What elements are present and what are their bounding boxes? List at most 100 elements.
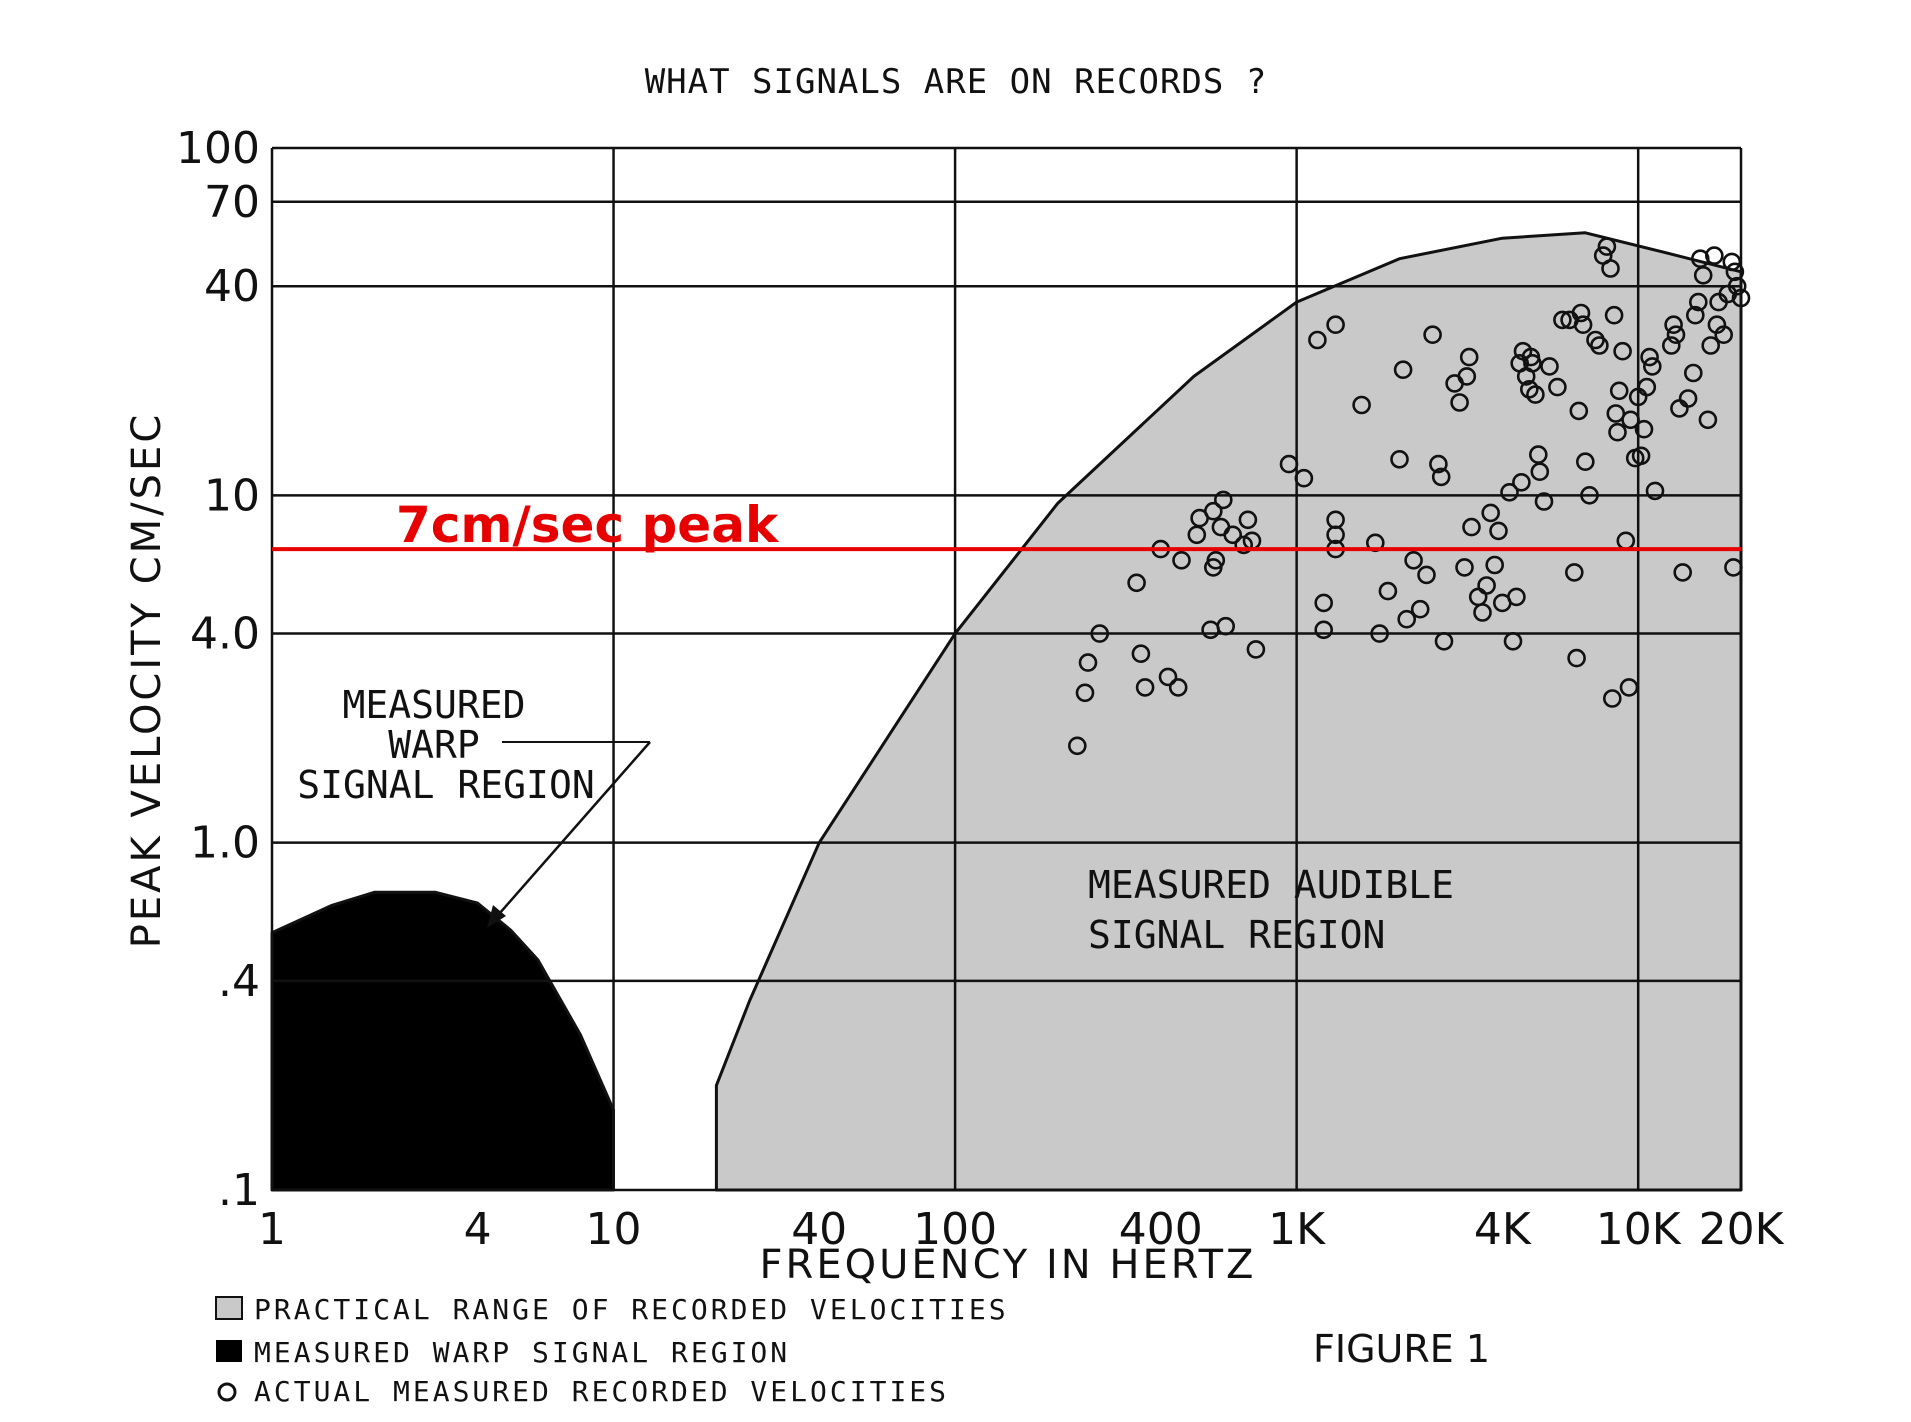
data-point-28: [1326, 315, 1345, 335]
x-tick-label-20k: 20K: [1699, 1204, 1785, 1255]
data-point-17: [1216, 616, 1235, 636]
data-point-114: [1684, 363, 1703, 383]
data-point-9: [1168, 678, 1188, 697]
x-axis-title: FREQUENCY IN HERTZ: [760, 1242, 1257, 1288]
data-point-5: [1131, 644, 1151, 664]
data-point-10: [1172, 550, 1191, 570]
x-tick-label-4: 4: [464, 1204, 492, 1255]
warp-pointer-head: [487, 905, 506, 928]
x-tick-label-1k: 1K: [1268, 1204, 1326, 1255]
warp-region-label: MEASURED WARP SIGNAL REGION: [297, 683, 594, 807]
data-point-90: [1601, 259, 1620, 278]
data-point-34: [1352, 395, 1371, 415]
legend-item-measured-velocities: ACTUAL MEASURED RECORDED VELOCITIES: [217, 1375, 949, 1408]
data-point-109: [1664, 315, 1683, 335]
data-point-59: [1489, 521, 1508, 541]
legend-label-warp-region: MEASURED WARP SIGNAL REGION: [254, 1336, 790, 1369]
audible-label-line-1: MEASURED AUDIBLE: [1088, 863, 1454, 907]
data-point-124: [1714, 325, 1733, 345]
warp-label-line-2: WARP: [388, 723, 480, 767]
legend-label-measured-velocities: ACTUAL MEASURED RECORDED VELOCITIES: [254, 1375, 949, 1408]
peak-annotation: 7cm/sec peak: [272, 496, 1741, 554]
y-tick-label-1-0: 1.0: [190, 818, 260, 869]
data-point-103: [1634, 419, 1654, 439]
data-point-15: [1206, 550, 1226, 570]
data-point-126: [1722, 252, 1742, 272]
chart-title: WHAT SIGNALS ARE ON RECORDS ?: [645, 62, 1268, 102]
data-point-130: [1724, 558, 1743, 577]
data-point-2: [1078, 653, 1098, 672]
data-point-56: [1477, 576, 1496, 595]
data-point-99: [1621, 410, 1640, 430]
data-points-layer: [1068, 237, 1751, 756]
data-point-22: [1246, 640, 1266, 659]
legend-item-practical-range: PRACTICAL RANGE OF RECORDED VELOCITIES: [215, 1293, 1009, 1326]
data-point-94: [1608, 422, 1627, 442]
data-point-116: [1689, 292, 1708, 312]
warp-pointer-arrow: [487, 741, 651, 928]
audible-label-line-2: SIGNAL REGION: [1088, 913, 1385, 957]
y-tick-label-40: 40: [204, 261, 260, 312]
data-point-33: [1326, 510, 1345, 530]
legend-label-practical-range: PRACTICAL RANGE OF RECORDED VELOCITIES: [254, 1293, 1009, 1326]
data-point-50: [1455, 558, 1474, 577]
data-point-102: [1631, 446, 1651, 466]
data-point-57: [1481, 503, 1500, 523]
data-point-119: [1698, 410, 1718, 430]
data-point-87: [1590, 336, 1609, 355]
legend: PRACTICAL RANGE OF RECORDED VELOCITIES M…: [215, 1293, 1009, 1408]
warp-signal-region: [270, 890, 615, 1192]
practical-range-region: [714, 231, 1743, 1192]
data-point-68: [1520, 379, 1539, 399]
data-point-20: [1238, 510, 1258, 530]
x-tick-label-4k: 4K: [1474, 1204, 1532, 1255]
x-tick-label-10: 10: [586, 1204, 642, 1255]
data-point-70: [1523, 353, 1542, 373]
data-point-55: [1473, 603, 1492, 622]
data-point-1: [1075, 683, 1095, 703]
y-tick-label-10: 10: [204, 470, 260, 521]
data-point-58: [1485, 555, 1504, 575]
data-point-26: [1294, 468, 1314, 488]
data-point-71: [1526, 385, 1545, 404]
x-tick-label-40: 40: [791, 1204, 847, 1255]
data-point-129: [1731, 288, 1751, 308]
data-point-79: [1565, 563, 1584, 582]
data-point-37: [1378, 581, 1398, 601]
data-point-120: [1701, 336, 1720, 355]
x-tick-label-10k: 10K: [1596, 1204, 1682, 1255]
data-point-39: [1393, 360, 1413, 380]
data-point-83: [1573, 315, 1593, 335]
data-point-0: [1068, 736, 1087, 756]
data-point-42: [1410, 599, 1430, 619]
data-point-92: [1604, 305, 1624, 325]
y-tick-label-4-0: 4.0: [190, 609, 260, 660]
data-point-73: [1530, 462, 1550, 482]
data-point-128: [1727, 276, 1747, 296]
data-point-65: [1512, 472, 1531, 492]
x-tick-label-1: 1: [258, 1204, 286, 1255]
data-point-106: [1643, 357, 1662, 376]
data-point-89: [1597, 237, 1617, 256]
data-point-81: [1569, 401, 1589, 421]
open-circle-icon: [217, 1382, 237, 1402]
warp-label-line-1: MEASURED: [342, 683, 525, 727]
data-point-3: [1090, 624, 1109, 643]
audible-region-label: MEASURED AUDIBLE SIGNAL REGION: [1088, 863, 1454, 957]
data-point-121: [1705, 246, 1724, 265]
data-point-63: [1507, 587, 1526, 607]
data-point-115: [1686, 305, 1705, 325]
warp-pointer-diagonal: [491, 741, 651, 923]
data-point-27: [1308, 330, 1327, 350]
data-point-6: [1135, 678, 1155, 697]
data-point-44: [1423, 325, 1442, 345]
data-point-105: [1640, 347, 1659, 367]
data-point-30: [1314, 593, 1333, 613]
data-point-98: [1619, 678, 1639, 697]
data-point-49: [1450, 393, 1469, 412]
regions-layer: [270, 231, 1743, 1192]
y-axis-title: PEAK VELOCITY CM/SEC: [124, 412, 170, 949]
data-point-52: [1459, 347, 1479, 367]
peak-label: 7cm/sec peak: [396, 496, 780, 554]
